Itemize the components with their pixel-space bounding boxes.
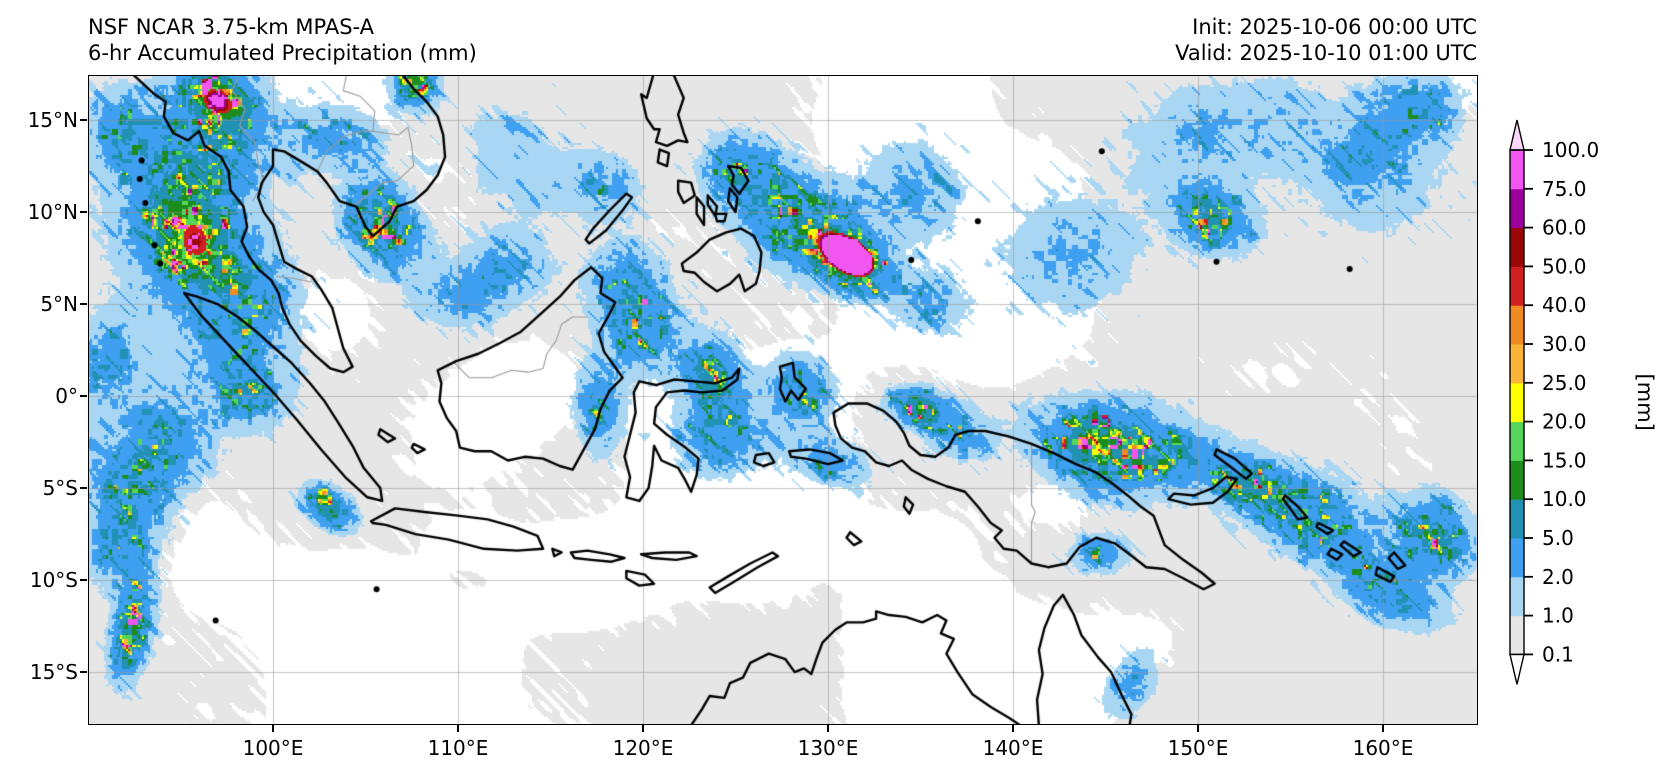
colorbar-tick-label: 40.0	[1542, 293, 1587, 317]
y-tick-mark	[80, 303, 87, 306]
y-tick-mark	[80, 211, 87, 214]
y-tick-mark	[80, 579, 87, 582]
colorbar-tick-label: 1.0	[1542, 604, 1574, 628]
y-tick-label: 5°S	[42, 476, 78, 501]
y-tick-label: 10°N	[27, 200, 78, 225]
y-tick-label: 0°	[55, 384, 78, 409]
colorbar-tick-label: 50.0	[1542, 254, 1587, 278]
colorbar-tick-label: 60.0	[1542, 216, 1587, 240]
colorbar-band	[1510, 538, 1524, 578]
colorbar-band	[1510, 344, 1524, 384]
colorbar-tick-label: 2.0	[1542, 565, 1574, 589]
colorbar-tick-label: 0.1	[1542, 642, 1574, 666]
x-tick-mark	[1197, 725, 1199, 732]
y-tick-mark	[80, 487, 87, 490]
colorbar-tick-label: 25.0	[1542, 371, 1587, 395]
colorbar-band	[1510, 499, 1524, 539]
y-tick-mark	[80, 671, 87, 674]
colorbar: 0.1 1.0 2.0 5.0 10.0 15.0 20.0 25.0 30.0 40.0 50.0…	[1509, 119, 1655, 685]
x-tick-mark	[642, 725, 644, 732]
colorbar-band	[1510, 227, 1524, 267]
colorbar-band	[1510, 615, 1524, 655]
colorbar-tick-label: 20.0	[1542, 410, 1587, 434]
precip-map-canvas	[88, 75, 1478, 725]
colorbar-band	[1510, 150, 1524, 190]
colorbar-tick-label: 100.0	[1542, 138, 1599, 162]
x-tick-mark	[272, 725, 274, 732]
y-tick-mark	[80, 119, 87, 122]
colorbar-tick-label: 5.0	[1542, 526, 1574, 550]
valid-time-label: Valid: 2025-10-10 01:00 UTC	[1175, 41, 1477, 65]
y-tick-label: 10°S	[29, 568, 78, 593]
colorbar-band	[1510, 266, 1524, 306]
x-tick-label: 110°E	[427, 736, 489, 760]
x-tick-label: 140°E	[982, 736, 1044, 760]
colorbar-band	[1510, 305, 1524, 345]
colorbar-tick-label: 10.0	[1542, 487, 1587, 511]
x-tick-label: 100°E	[242, 736, 304, 760]
y-tick-label: 15°N	[27, 108, 78, 133]
colorbar-band	[1510, 460, 1524, 500]
model-title: NSF NCAR 3.75-km MPAS-A	[88, 15, 375, 39]
y-tick-label: 5°N	[40, 292, 78, 317]
colorbar-band	[1510, 382, 1524, 423]
colorbar-band	[1510, 188, 1524, 229]
colorbar-over-arrow	[1509, 119, 1525, 151]
colorbar-tick-label: 75.0	[1542, 177, 1587, 201]
colorbar-tick-label: 30.0	[1542, 332, 1587, 356]
x-tick-mark	[827, 725, 829, 732]
variable-title: 6-hr Accumulated Precipitation (mm)	[88, 41, 477, 65]
colorbar-outline	[1509, 149, 1525, 656]
init-time-label: Init: 2025-10-06 00:00 UTC	[1192, 15, 1477, 39]
x-tick-label: 130°E	[797, 736, 859, 760]
colorbar-unit-label: [mm]	[1633, 374, 1655, 431]
x-tick-mark	[1382, 725, 1384, 732]
x-tick-mark	[1012, 725, 1014, 732]
x-tick-label: 120°E	[612, 736, 674, 760]
y-tick-mark	[80, 395, 87, 398]
colorbar-under-arrow	[1509, 653, 1525, 685]
x-tick-mark	[457, 725, 459, 732]
x-tick-label: 160°E	[1352, 736, 1414, 760]
x-tick-label: 150°E	[1167, 736, 1229, 760]
y-tick-label: 15°S	[29, 660, 78, 685]
colorbar-band	[1510, 421, 1524, 461]
colorbar-tick-label: 15.0	[1542, 448, 1587, 472]
colorbar-band	[1510, 576, 1524, 617]
